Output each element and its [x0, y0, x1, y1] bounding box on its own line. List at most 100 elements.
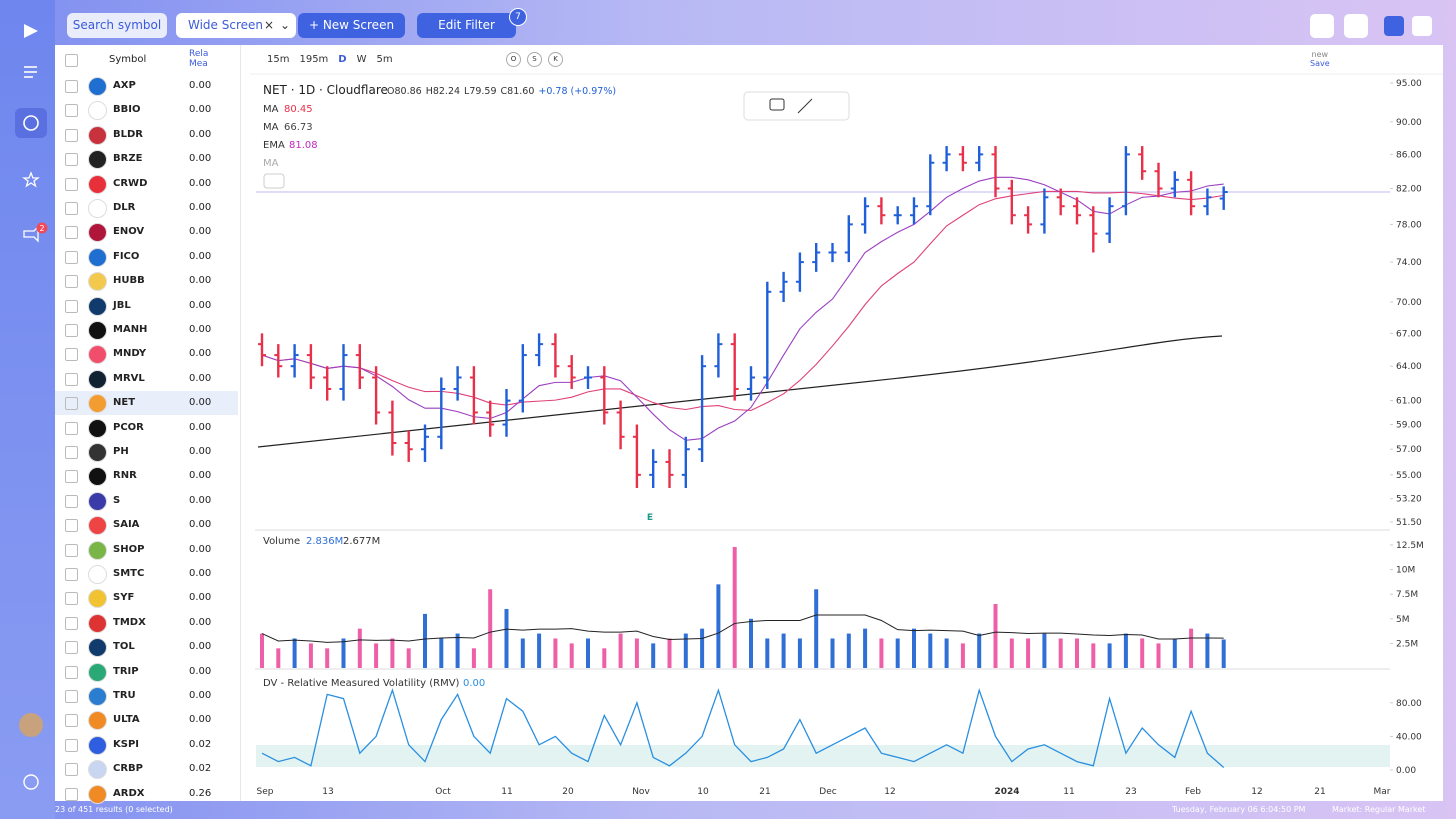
- checkbox[interactable]: [65, 202, 78, 215]
- rmv-value: 0.00: [189, 714, 212, 726]
- checkbox[interactable]: [65, 592, 78, 606]
- checkbox[interactable]: [65, 568, 78, 581]
- watchlist-row[interactable]: KSPI 0.02: [55, 733, 238, 757]
- volume-bar: [406, 648, 411, 668]
- checkbox[interactable]: [65, 80, 78, 93]
- edit-filter-label: Edit Filter: [438, 18, 495, 32]
- share-button[interactable]: [1310, 14, 1334, 38]
- watchlist: Symbol Rela Mea AXP 0.00 BBIO 0.00 BLDR 0.00 B…: [55, 45, 241, 804]
- watchlist-row[interactable]: BLDR 0.00: [55, 123, 238, 147]
- watchlist-row[interactable]: ENOV 0.00: [55, 220, 238, 244]
- checkbox[interactable]: [65, 299, 78, 313]
- checkbox[interactable]: [65, 738, 78, 752]
- watchlist-row[interactable]: CRWD 0.00: [55, 172, 238, 196]
- collapse-button[interactable]: [263, 173, 285, 189]
- checkbox[interactable]: [65, 543, 78, 557]
- watchlist-row[interactable]: PCOR 0.00: [55, 416, 238, 440]
- interval[interactable]: D: [338, 54, 347, 65]
- line-tool[interactable]: [797, 98, 813, 114]
- watchlist-row[interactable]: MNDY 0.00: [55, 342, 238, 366]
- checkbox[interactable]: [65, 177, 78, 191]
- watchlist-row[interactable]: DLR 0.00: [55, 196, 238, 220]
- checkbox[interactable]: [65, 421, 78, 435]
- interval[interactable]: 195m: [299, 54, 329, 65]
- watchlist-row[interactable]: TOL 0.00: [55, 635, 238, 659]
- watchlist-row[interactable]: MANH 0.00: [55, 318, 238, 342]
- ohlc-bar: [355, 344, 364, 389]
- checkbox[interactable]: [65, 104, 78, 118]
- watchlist-row[interactable]: TRU 0.00: [55, 684, 238, 708]
- flag-button[interactable]: O: [506, 52, 521, 67]
- watchlist-row[interactable]: BRZE 0.00: [55, 147, 238, 171]
- market-status: Market: Regular Market: [1332, 805, 1426, 814]
- x-button[interactable]: [1344, 14, 1368, 38]
- interval[interactable]: 15m: [267, 54, 290, 65]
- favorites-icon[interactable]: [22, 171, 40, 188]
- watchlist-row[interactable]: PH 0.00: [55, 440, 238, 464]
- checkbox[interactable]: [65, 153, 78, 167]
- interval[interactable]: 5m: [376, 54, 393, 65]
- watchlist-row[interactable]: MRVL 0.00: [55, 367, 238, 391]
- screen-tab[interactable]: Wide Screen × ⌄: [176, 13, 296, 38]
- watchlist-row[interactable]: SHOP 0.00: [55, 538, 238, 562]
- new-screen-label: New Screen: [322, 18, 395, 32]
- checkbox[interactable]: [65, 275, 78, 289]
- symbol-header[interactable]: Symbol: [109, 54, 147, 65]
- checkbox[interactable]: [65, 348, 78, 362]
- watchlist-row[interactable]: ULTA 0.00: [55, 708, 238, 732]
- active-tab[interactable]: [15, 108, 47, 138]
- symbol: ENOV: [113, 226, 145, 238]
- watchlist-row[interactable]: FICO 0.00: [55, 245, 238, 269]
- checkbox[interactable]: [65, 690, 78, 703]
- watchlist-row[interactable]: TMDX 0.00: [55, 611, 238, 635]
- layout[interactable]: new Save: [1310, 50, 1330, 68]
- help-icon[interactable]: [23, 774, 39, 790]
- new-screen-button[interactable]: + New Screen: [298, 13, 405, 38]
- checkbox[interactable]: [65, 324, 78, 337]
- watchlist-row[interactable]: SAIA 0.00: [55, 513, 238, 537]
- watchlist-row[interactable]: HUBB 0.00: [55, 269, 238, 293]
- watchlist-row[interactable]: ARDX 0.26: [55, 782, 238, 806]
- rmv-header[interactable]: Rela Mea: [189, 49, 209, 69]
- watchlist-row[interactable]: AXP 0.00: [55, 74, 238, 98]
- list-view[interactable]: [1384, 16, 1404, 36]
- checkbox[interactable]: [65, 226, 78, 240]
- checkbox[interactable]: [65, 763, 78, 777]
- edit-filter-button[interactable]: Edit Filter: [417, 13, 516, 38]
- checkbox[interactable]: [65, 250, 78, 264]
- checkbox[interactable]: [65, 787, 78, 801]
- watchlist-row[interactable]: BBIO 0.00: [55, 98, 238, 122]
- checkbox[interactable]: [65, 641, 78, 655]
- grid-view[interactable]: [1412, 16, 1432, 36]
- checkbox[interactable]: [65, 446, 78, 459]
- watchlist-row[interactable]: RNR 0.00: [55, 464, 238, 488]
- checkbox[interactable]: [65, 470, 78, 484]
- watchlist-row[interactable]: SMTC 0.00: [55, 562, 238, 586]
- checkbox[interactable]: [65, 494, 78, 508]
- search-box[interactable]: Search symbol: [67, 13, 167, 38]
- menu-icon[interactable]: [24, 66, 37, 78]
- news-icon[interactable]: [23, 225, 39, 243]
- select-all[interactable]: [65, 54, 78, 67]
- avatar[interactable]: [19, 713, 43, 737]
- comment-tool[interactable]: [769, 98, 785, 111]
- checkbox[interactable]: [65, 665, 78, 679]
- watchlist-row[interactable]: CRBP 0.02: [55, 757, 238, 781]
- checkbox[interactable]: [65, 519, 78, 533]
- watchlist-row[interactable]: JBL 0.00: [55, 294, 238, 318]
- flag-button[interactable]: S: [527, 52, 542, 67]
- watchlist-row[interactable]: NET 0.00: [55, 391, 238, 416]
- interval[interactable]: W: [356, 54, 367, 65]
- checkbox[interactable]: [65, 397, 78, 411]
- checkbox[interactable]: [65, 616, 78, 630]
- flag-button[interactable]: K: [548, 52, 563, 67]
- rmv-value: 0.00: [189, 641, 212, 653]
- watchlist-row[interactable]: S 0.00: [55, 489, 238, 513]
- save[interactable]: Save: [1310, 59, 1330, 68]
- checkbox[interactable]: [65, 372, 78, 386]
- drawing-toolbar[interactable]: [743, 91, 850, 121]
- watchlist-row[interactable]: SYF 0.00: [55, 586, 238, 610]
- checkbox[interactable]: [65, 714, 78, 728]
- checkbox[interactable]: [65, 128, 78, 142]
- watchlist-row[interactable]: TRIP 0.00: [55, 660, 238, 684]
